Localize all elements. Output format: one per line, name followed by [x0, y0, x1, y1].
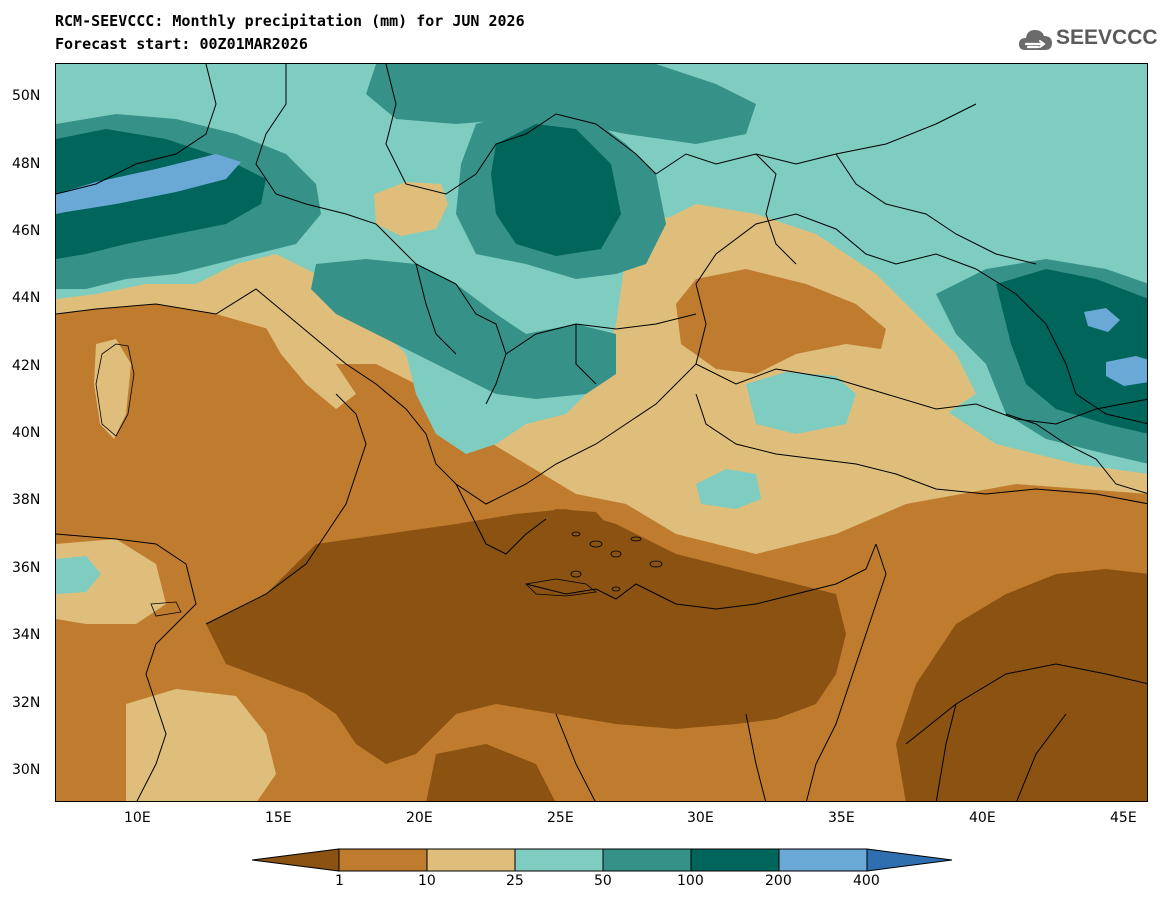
- lat-label-48n: 48N: [12, 156, 41, 172]
- colorbar-label-1: 1: [335, 873, 344, 889]
- zone-tunisia-wet: [56, 556, 101, 594]
- colorbar-over-triangle: [866, 848, 953, 872]
- zone-extreme-caucasus-2: [1106, 356, 1147, 386]
- zone-very-dry-med: [206, 509, 846, 764]
- lat-label-38n: 38N: [12, 492, 41, 508]
- zone-very-dry-libya: [426, 744, 555, 801]
- forecast-start-label: Forecast start: 00Z01MAR2026: [55, 35, 308, 53]
- colorbar-label-400: 400: [853, 873, 880, 889]
- colorbar-segment-6: [778, 848, 868, 872]
- aegean-islands: [95, 343, 663, 617]
- lon-label-45e: 45E: [1110, 810, 1137, 826]
- zone-very-wet-carpathians: [491, 124, 621, 256]
- zone-sardinia-dry: [94, 339, 131, 439]
- colorbar-label-100: 100: [677, 873, 704, 889]
- colorbar-segment-1: [338, 848, 428, 872]
- lon-label-20e: 20E: [406, 810, 433, 826]
- zone-italy-dry: [256, 284, 356, 409]
- seevccc-logo: SEEVCCC: [1018, 24, 1158, 56]
- lat-label-40n: 40N: [12, 425, 41, 441]
- colorbar-label-25: 25: [506, 873, 524, 889]
- colorbar-segment-2: [426, 848, 516, 872]
- lat-label-36n: 36N: [12, 560, 41, 576]
- colorbar-segment-3: [514, 848, 604, 872]
- zone-extreme-alps: [56, 154, 241, 214]
- lon-label-10e: 10E: [124, 810, 151, 826]
- logo-text: SEEVCCC: [1056, 26, 1158, 49]
- precipitation-map: [55, 63, 1148, 802]
- lat-label-32n: 32N: [12, 695, 41, 711]
- colorbar-label-10: 10: [418, 873, 436, 889]
- zone-black-sea-core: [676, 269, 886, 374]
- lat-label-50n: 50N: [12, 88, 41, 104]
- cloud-icon: [1019, 30, 1052, 50]
- lat-label-34n: 34N: [12, 627, 41, 643]
- borders: [56, 64, 1147, 801]
- zone-wet-balkans: [311, 259, 616, 399]
- lon-label-35e: 35E: [828, 810, 855, 826]
- lon-label-30e: 30E: [687, 810, 714, 826]
- zone-anatolia-wet: [696, 469, 761, 509]
- lon-label-15e: 15E: [265, 810, 292, 826]
- colorbar-label-200: 200: [765, 873, 792, 889]
- zone-very-wet-caucasus: [996, 269, 1147, 434]
- lon-label-25e: 25E: [547, 810, 574, 826]
- zone-very-dry-arabia: [896, 569, 1147, 801]
- map-title: RCM-SEEVCCC: Monthly precipitation (mm) …: [55, 12, 525, 30]
- colorbar-under-triangle: [251, 848, 340, 872]
- lon-label-40e: 40E: [969, 810, 996, 826]
- colorbar-segment-4: [602, 848, 692, 872]
- precipitation-field: [56, 64, 1147, 801]
- colorbar-label-50: 50: [594, 873, 612, 889]
- lat-label-42n: 42N: [12, 358, 41, 374]
- zone-turkey-wet: [746, 372, 856, 434]
- lat-label-30n: 30N: [12, 762, 41, 778]
- zone-libya-dry: [126, 689, 276, 801]
- colorbar: [251, 848, 953, 872]
- zone-extreme-caucasus-1: [1084, 308, 1120, 332]
- lat-label-46n: 46N: [12, 223, 41, 239]
- colorbar-segment-5: [690, 848, 780, 872]
- zone-wet-north: [366, 64, 756, 144]
- lat-label-44n: 44N: [12, 290, 41, 306]
- zone-hungary-dry: [374, 182, 448, 236]
